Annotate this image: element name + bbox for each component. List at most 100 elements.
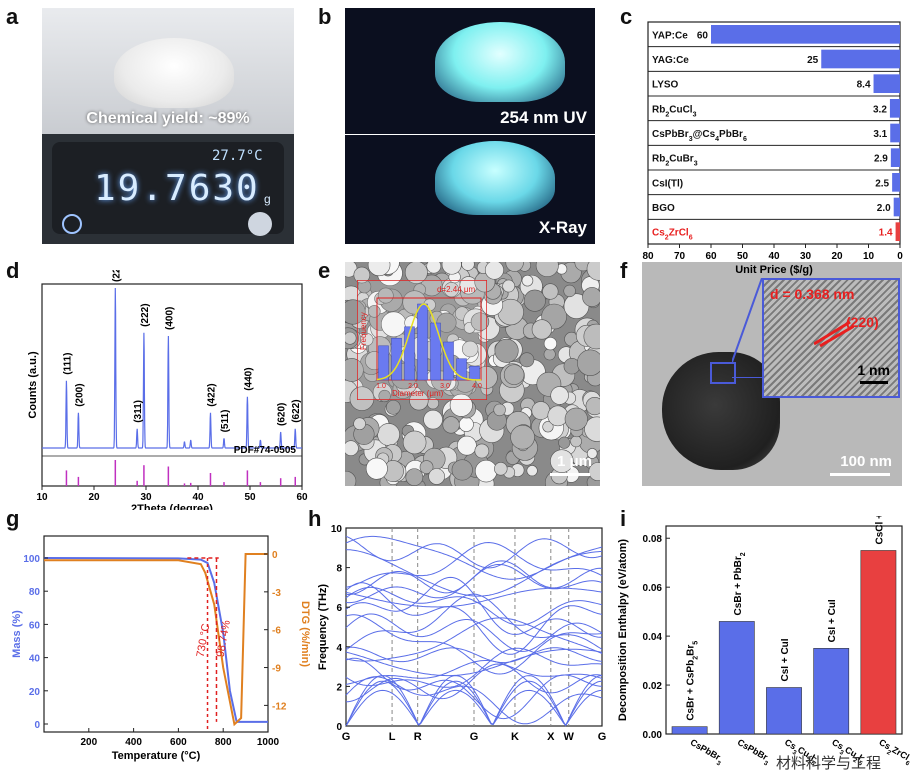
panel-label-i: i — [620, 506, 627, 531]
y-axis-label: Frequency (THz) — [317, 584, 329, 671]
peak-label: (422) — [206, 383, 217, 406]
grain — [543, 348, 556, 361]
bar-4 — [860, 550, 897, 735]
grain — [378, 389, 391, 403]
panel-b-uv-photo: 254 nm UV — [345, 8, 595, 134]
grain — [543, 337, 557, 351]
category-label: CsPbBr3 — [687, 737, 726, 767]
phonon-band — [345, 541, 603, 588]
gaussian-fit — [376, 303, 482, 381]
grain — [563, 284, 576, 298]
bar-0 — [671, 726, 708, 735]
x-tick-label: 10 — [863, 251, 875, 262]
x-tick-label: 1000 — [257, 737, 280, 748]
grain — [502, 279, 516, 293]
panel-b-xray-photo: X-Ray — [345, 135, 595, 244]
scale-temp: 27.7°C — [212, 148, 263, 164]
phonon-band — [345, 689, 603, 727]
grain — [345, 358, 364, 382]
y-tick-label: 2 — [336, 682, 342, 693]
inset-scale-bar — [860, 381, 888, 384]
scale-bar-text: 1 μm — [556, 453, 592, 470]
y-tick-label: 4 — [336, 643, 342, 654]
peak-label: (620) — [277, 403, 288, 426]
inset-ylabel: Frequency — [359, 312, 368, 350]
grain — [582, 287, 600, 307]
inset-x-tick: 3.0 — [440, 383, 450, 390]
value-label: 1.4 — [879, 228, 893, 239]
grain — [458, 416, 474, 432]
x-tick-label: 20 — [88, 492, 100, 503]
grain — [451, 459, 473, 481]
plot-frame — [41, 283, 303, 487]
uv-label: 254 nm UV — [500, 108, 587, 127]
k-label: G — [598, 731, 607, 743]
y2-tick-label: -6 — [272, 626, 281, 637]
bar-1 — [821, 49, 900, 69]
k-label: L — [389, 731, 396, 743]
inset-bar — [404, 326, 415, 381]
xrd-pattern — [42, 287, 302, 449]
grain — [586, 448, 598, 459]
bar-5 — [890, 148, 900, 167]
category-label: Rb2CuBr3 — [652, 154, 698, 168]
x-tick-label: 40 — [192, 492, 204, 503]
inset-bar — [456, 358, 467, 381]
grain — [402, 430, 427, 455]
grain — [461, 340, 479, 358]
phonon-band — [345, 613, 603, 652]
xray-label: X-Ray — [538, 218, 587, 237]
grain — [570, 435, 582, 448]
bar-8 — [895, 222, 900, 241]
y-tick-label: 10 — [331, 524, 343, 535]
y2-axis-label: DTG (%/min) — [299, 601, 310, 667]
peak-label: (511) — [220, 410, 231, 433]
grain — [428, 468, 445, 485]
grain — [436, 312, 457, 333]
panel-label-h: h — [308, 506, 322, 531]
scale-bar — [830, 473, 890, 476]
grain — [423, 409, 443, 430]
y-tick-label: 0.00 — [643, 730, 663, 741]
bar-2 — [873, 74, 900, 93]
y-tick-label: 0.06 — [643, 583, 663, 594]
y-axis-label: Mass (%) — [11, 610, 23, 658]
category-label: CsI(Tl) — [652, 178, 683, 189]
y-tick-label: 100 — [23, 554, 40, 565]
x-axis-label: Unit Price ($/g) — [735, 264, 813, 276]
grain — [474, 443, 490, 459]
category-label: LYSO — [652, 80, 679, 91]
inset-x-tick: 4.0 — [472, 383, 482, 390]
category-label: CsPbBr3 — [734, 737, 773, 767]
value-label: 8.4 — [857, 80, 871, 91]
decomp-label: CsI + CuI — [827, 599, 838, 642]
scale-bar — [550, 473, 590, 476]
y2-tick-label: 0 — [272, 550, 278, 561]
grain — [443, 282, 459, 298]
y-axis-label: Decomposition Enthalpy (eV/atom) — [617, 539, 629, 721]
inset-x-tick: 2.0 — [408, 383, 418, 390]
plot-frame — [43, 535, 269, 733]
chart-c-unit-price: YAP:Ce 60 YAG:Ce 25 LYSO 8.4 Rb2CuCl3 3.2 CsPbBr… — [642, 21, 903, 276]
x-tick-label: 80 — [642, 251, 654, 262]
bar-0 — [711, 25, 900, 44]
panel-label-a: a — [6, 4, 19, 29]
inset-scale-text: 1 nm — [857, 362, 890, 378]
peak-label: (311) — [133, 400, 144, 423]
grain — [503, 364, 525, 385]
grain — [535, 262, 559, 278]
panel-label-e: e — [318, 258, 331, 283]
annot-temp: 730 °C — [195, 623, 213, 658]
grain — [365, 457, 388, 480]
grain — [456, 435, 477, 456]
y-tick-label: 0.04 — [643, 632, 663, 643]
grain — [510, 424, 535, 450]
plane-index: (220) — [846, 314, 879, 330]
particle — [662, 352, 780, 470]
inset-bar — [469, 366, 480, 381]
mass-curve — [43, 557, 268, 723]
y-tick-label: 0.02 — [643, 681, 663, 692]
k-label: G — [470, 731, 479, 743]
k-label: R — [414, 731, 422, 743]
panel-label-f: f — [620, 258, 628, 283]
